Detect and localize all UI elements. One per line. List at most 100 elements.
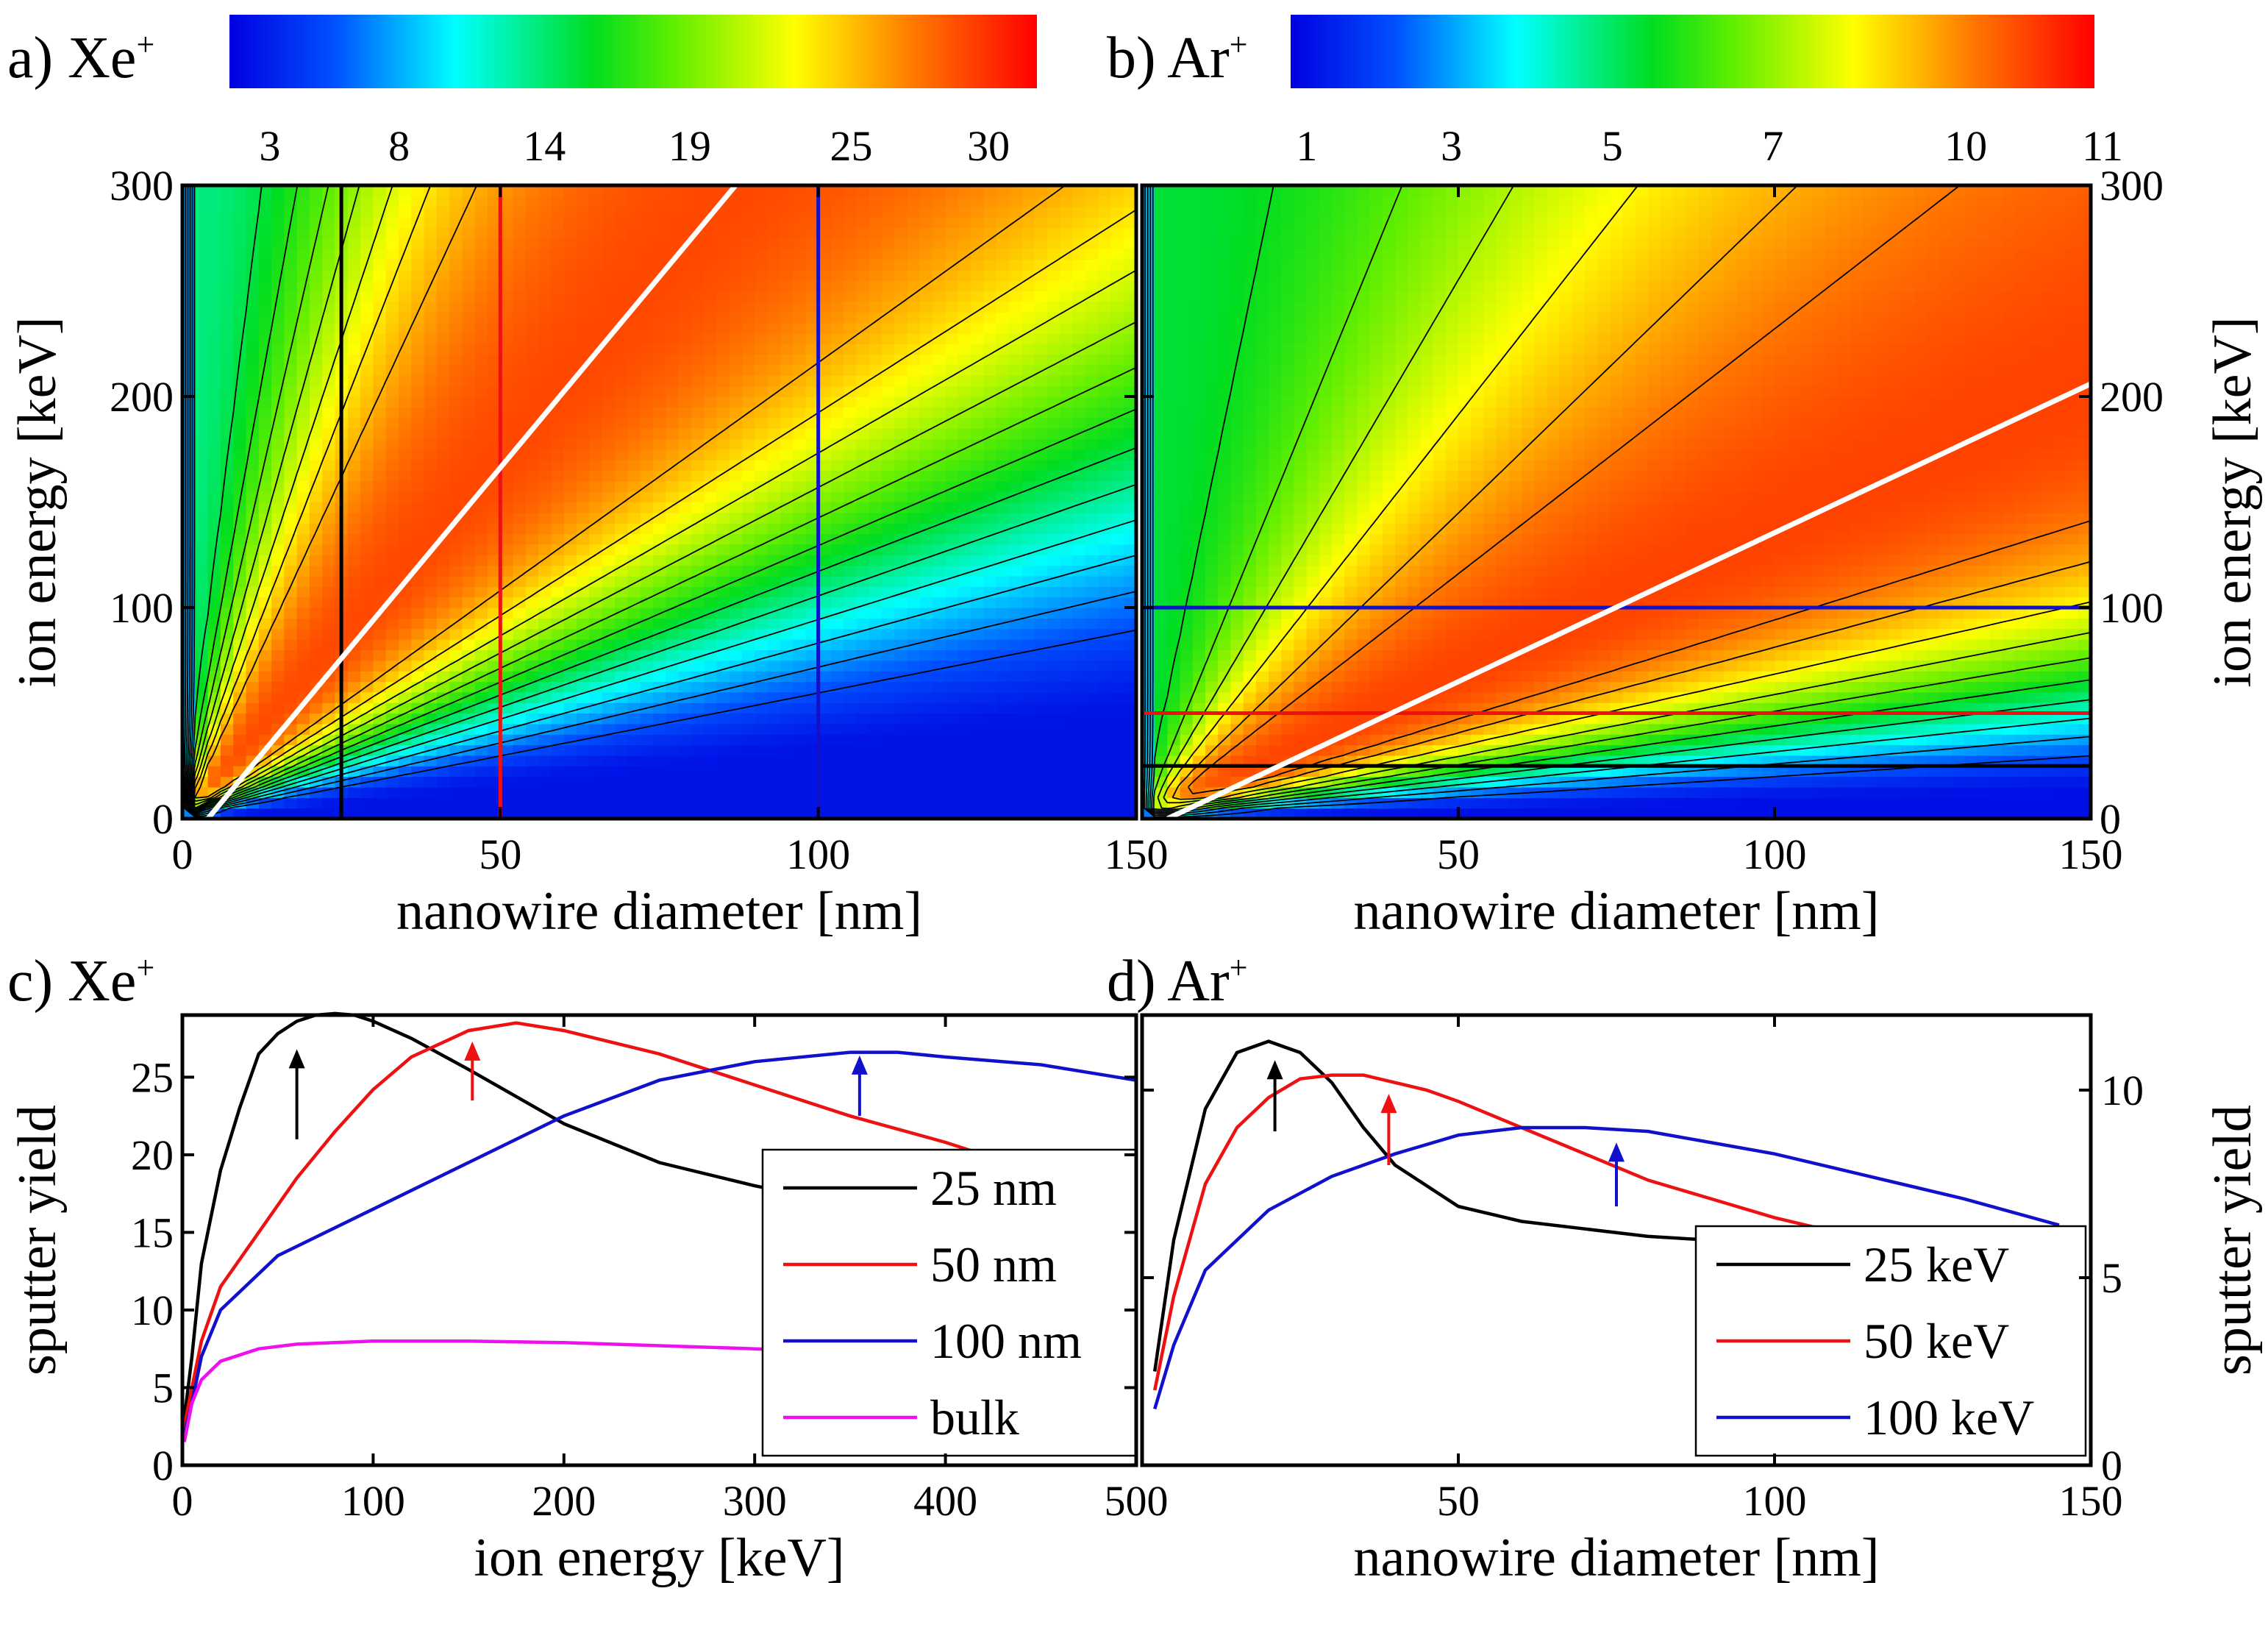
heatmap-cell	[1085, 786, 1099, 798]
heatmap-cell	[373, 354, 387, 366]
colorbar-tick-label: 3	[259, 122, 280, 170]
heatmap-cell	[525, 755, 539, 766]
heatmap-cell	[246, 417, 260, 429]
heatmap-cell	[920, 196, 933, 207]
heatmap-cell	[1046, 681, 1060, 693]
heatmap-cell	[182, 269, 196, 281]
heatmap-cell	[971, 259, 985, 271]
heatmap-cell	[932, 460, 946, 471]
heatmap-cell	[385, 575, 399, 587]
heatmap-cell	[1673, 776, 1687, 788]
heatmap-cell	[296, 597, 310, 608]
heatmap-cell	[207, 608, 221, 619]
heatmap-cell	[856, 723, 870, 735]
heatmap-cell	[958, 332, 971, 344]
heatmap-cell	[525, 480, 539, 492]
heatmap-cell	[1123, 723, 1137, 735]
heatmap-cell	[296, 217, 310, 228]
heatmap-cell	[958, 776, 971, 788]
heatmap-cell	[436, 797, 450, 809]
heatmap-cell	[513, 671, 527, 683]
heatmap-cell	[373, 470, 387, 482]
heatmap-cell	[538, 375, 552, 387]
heatmap-cell	[666, 460, 680, 471]
heatmap-cell	[284, 480, 298, 492]
heatmap-cell	[996, 354, 1010, 366]
heatmap-cell	[652, 628, 666, 640]
heatmap-cell	[1926, 797, 1940, 809]
heatmap-cell	[856, 797, 870, 809]
heatmap-cell	[780, 702, 794, 714]
heatmap-cell	[1610, 786, 1624, 798]
heatmap-cell	[882, 523, 896, 535]
heatmap-cell	[793, 385, 806, 397]
heatmap-cell	[971, 575, 985, 587]
heatmap-cell	[360, 301, 374, 313]
heatmap-cell	[1110, 206, 1124, 218]
heatmap-cell	[538, 322, 552, 334]
heatmap-cell	[1085, 312, 1099, 324]
heatmap-cell	[1009, 639, 1022, 650]
heatmap-cell	[284, 565, 298, 577]
heatmap-cell	[385, 217, 399, 228]
heatmap-cell	[767, 512, 781, 524]
heatmap-cell	[691, 744, 705, 756]
heatmap-cell	[729, 428, 743, 439]
heatmap-cell	[360, 428, 374, 439]
heatmap-cell	[882, 344, 896, 355]
heatmap-cell	[920, 691, 933, 703]
heatmap-cell	[1622, 797, 1636, 809]
heatmap-cell	[500, 269, 514, 281]
heatmap-cell	[182, 280, 196, 292]
heatmap-cell	[385, 227, 399, 239]
heatmap-cell	[347, 407, 361, 419]
heatmap-cell	[627, 344, 641, 355]
heatmap-cell	[360, 491, 374, 503]
heatmap-cell	[983, 375, 997, 387]
heatmap-cell	[488, 555, 501, 566]
heatmap-cell	[1110, 291, 1124, 302]
heatmap-cell	[474, 502, 488, 513]
heatmap-cell	[755, 755, 769, 766]
heatmap-cell	[830, 702, 844, 714]
heatmap-cell	[894, 238, 908, 249]
heatmap-cell	[385, 523, 399, 535]
heatmap-cell	[1046, 565, 1060, 577]
heatmap-cell	[614, 249, 628, 260]
heatmap-cell	[793, 206, 806, 218]
heatmap-cell	[958, 639, 971, 650]
heatmap-cell	[182, 354, 196, 366]
heatmap-cell	[411, 523, 425, 535]
heatmap-cell	[296, 734, 310, 746]
heatmap-cell	[563, 322, 577, 334]
heatmap-cell	[920, 766, 933, 777]
heatmap-cell	[398, 702, 412, 714]
heatmap-cell	[474, 597, 488, 608]
heatmap-cell	[869, 502, 882, 513]
heatmap-cell	[780, 396, 794, 408]
heatmap-cell	[932, 744, 946, 756]
heatmap-cell	[894, 249, 908, 260]
heatmap-cell	[882, 396, 896, 408]
heatmap-cell	[1034, 565, 1048, 577]
heatmap-cell	[1009, 734, 1022, 746]
heatmap-cell	[704, 249, 717, 260]
heatmap-cell	[513, 407, 527, 419]
heatmap-cell	[755, 385, 769, 397]
heatmap-cell	[195, 428, 209, 439]
heatmap-cell	[666, 312, 680, 324]
heatmap-cell	[1021, 259, 1035, 271]
heatmap-cell	[1009, 628, 1022, 640]
heatmap-cell	[996, 544, 1010, 555]
heatmap-cell	[411, 502, 425, 513]
heatmap-cell	[322, 217, 336, 228]
heatmap-cell	[920, 565, 933, 577]
heatmap-cell	[207, 312, 221, 324]
heatmap-cell	[220, 766, 234, 777]
heatmap-cell	[627, 449, 641, 460]
heatmap-cell	[195, 597, 209, 608]
heatmap-cell	[271, 322, 285, 334]
heatmap-cell	[398, 312, 412, 324]
heatmap-cell	[958, 322, 971, 334]
heatmap-cell	[1522, 797, 1535, 809]
